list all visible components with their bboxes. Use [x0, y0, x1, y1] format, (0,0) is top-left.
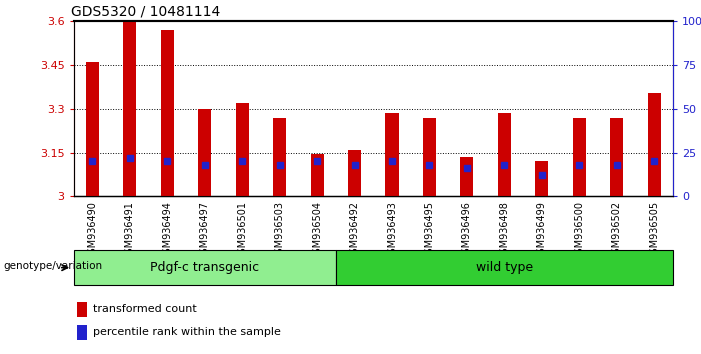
Text: GSM936497: GSM936497: [200, 201, 210, 261]
Bar: [348, 150, 361, 196]
Text: GSM936505: GSM936505: [649, 201, 659, 261]
Text: GSM936501: GSM936501: [237, 201, 247, 261]
Text: GSM936498: GSM936498: [499, 201, 510, 260]
Text: GSM936490: GSM936490: [88, 201, 97, 260]
Bar: [311, 154, 324, 196]
Bar: [78, 325, 87, 340]
Bar: [74, 250, 336, 285]
Bar: [236, 103, 249, 196]
Bar: [648, 93, 661, 196]
Text: Pdgf-c transgenic: Pdgf-c transgenic: [150, 261, 259, 274]
Text: GSM936491: GSM936491: [125, 201, 135, 260]
Bar: [198, 109, 211, 196]
Bar: [423, 118, 436, 196]
Text: GSM936503: GSM936503: [275, 201, 285, 261]
Bar: [78, 302, 87, 317]
Text: GSM936500: GSM936500: [574, 201, 585, 261]
Text: GSM936496: GSM936496: [462, 201, 472, 260]
Text: wild type: wild type: [476, 261, 533, 274]
Bar: [336, 250, 673, 285]
Text: genotype/variation: genotype/variation: [3, 261, 102, 271]
Bar: [461, 157, 473, 196]
Text: GSM936499: GSM936499: [537, 201, 547, 260]
Bar: [273, 118, 286, 196]
Bar: [123, 21, 137, 196]
Bar: [161, 30, 174, 196]
Bar: [573, 118, 586, 196]
Text: transformed count: transformed count: [93, 304, 197, 314]
Bar: [610, 118, 623, 196]
Text: GSM936492: GSM936492: [350, 201, 360, 261]
Text: percentile rank within the sample: percentile rank within the sample: [93, 327, 281, 337]
Text: GSM936493: GSM936493: [387, 201, 397, 260]
Text: GSM936494: GSM936494: [162, 201, 172, 260]
Bar: [498, 113, 511, 196]
Bar: [86, 62, 99, 196]
Text: GSM936504: GSM936504: [312, 201, 322, 261]
Bar: [536, 161, 548, 196]
Text: GSM936502: GSM936502: [612, 201, 622, 261]
Text: GDS5320 / 10481114: GDS5320 / 10481114: [71, 5, 220, 19]
Bar: [386, 113, 399, 196]
Text: GSM936495: GSM936495: [425, 201, 435, 261]
